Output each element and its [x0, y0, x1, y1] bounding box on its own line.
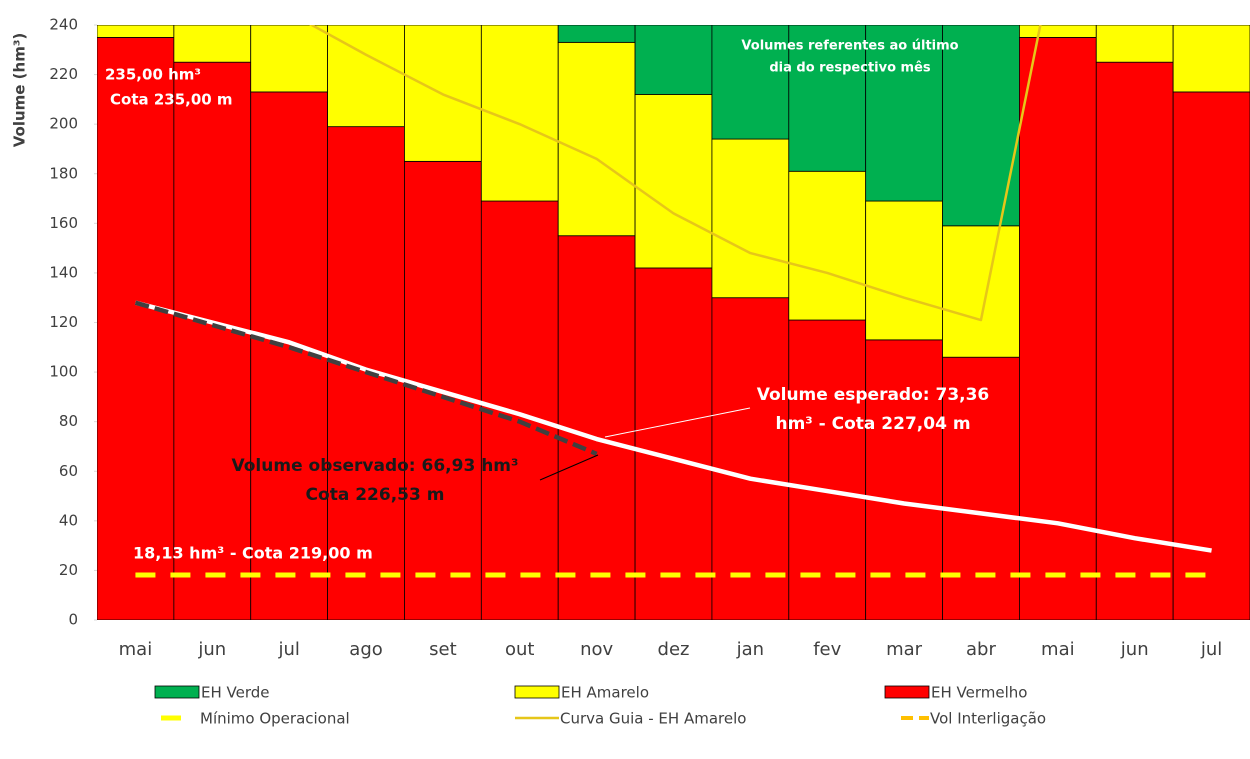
annotation: Volumes referentes ao último — [741, 39, 958, 54]
y-tick-label: 120 — [49, 313, 78, 331]
legend-label: EH Verde — [201, 684, 270, 702]
annotation: hm³ - Cota 227,04 m — [775, 414, 970, 434]
bar-segment — [865, 339, 943, 620]
y-tick-label: 180 — [49, 164, 78, 182]
bar-segment — [711, 138, 790, 299]
x-tick-label: out — [505, 639, 534, 660]
x-tick-label: mai — [119, 639, 153, 660]
x-tick-label: dez — [658, 639, 690, 660]
bar-segment — [1095, 61, 1174, 620]
line-series — [309, 25, 1042, 322]
bar-segment — [1172, 91, 1250, 620]
y-tick-label: 40 — [59, 511, 78, 529]
legend-label: EH Amarelo — [561, 684, 649, 702]
bar-segment — [250, 25, 329, 93]
x-tick-label: nov — [580, 639, 613, 660]
leader-line — [604, 407, 751, 438]
y-tick-label: 240 — [49, 16, 78, 34]
bar-segment — [557, 25, 636, 43]
y-tick-label: 140 — [49, 263, 78, 281]
bar-segment — [173, 25, 252, 63]
x-tick-label: mai — [1041, 639, 1075, 660]
bar-segment — [1019, 25, 1097, 38]
bar-segment — [1172, 25, 1250, 93]
y-tick-label: 200 — [49, 115, 78, 133]
bar-segment — [1095, 25, 1174, 63]
bar-segment — [711, 297, 790, 620]
legend-label: Mínimo Operacional — [200, 710, 350, 728]
x-tick-label: jun — [197, 639, 226, 660]
annotation: Volume esperado: 73,36 — [757, 385, 990, 405]
x-tick-label: ago — [349, 639, 382, 660]
bar-segment — [865, 25, 943, 202]
y-tick-label: 60 — [59, 462, 78, 480]
x-tick-label: jun — [1120, 639, 1149, 660]
bar-segment — [557, 235, 636, 620]
annotation: 235,00 hm³ — [105, 66, 201, 84]
bar-segment — [942, 225, 1020, 358]
bar-segment — [1019, 36, 1097, 620]
legend-label: Vol Interligação — [930, 710, 1046, 728]
bar-segment — [480, 200, 559, 620]
bar-segment — [788, 25, 867, 172]
y-axis-label: Volume (hm³) — [11, 33, 29, 148]
bar-segment — [634, 267, 713, 620]
bar-segment — [634, 94, 713, 269]
line-series — [134, 300, 598, 456]
annotation: 18,13 hm³ - Cota 219,00 m — [133, 544, 373, 563]
x-tick-label: jan — [736, 639, 764, 660]
y-tick-label: 80 — [59, 412, 78, 430]
bar-segment — [97, 25, 175, 38]
y-tick-label: 220 — [49, 65, 78, 83]
bar-segment — [173, 61, 252, 620]
y-tick-label: 100 — [49, 363, 78, 381]
bar-segment — [557, 41, 636, 237]
bar-segment — [942, 25, 1020, 227]
leader-line — [539, 454, 599, 481]
annotation: Volume observado: 66,93 hm³ — [232, 456, 519, 476]
x-tick-label: jul — [1200, 639, 1222, 660]
bar-segment — [788, 170, 867, 321]
legend-swatch — [514, 685, 560, 699]
x-tick-label: jul — [277, 639, 299, 660]
plot-area — [97, 25, 1250, 620]
legend-label: EH Vermelho — [931, 684, 1027, 702]
y-tick-label: 160 — [49, 214, 78, 232]
bar-segment — [865, 200, 943, 341]
x-tick-label: fev — [813, 639, 841, 660]
y-tick-label: 0 — [68, 611, 78, 629]
bar-segment — [97, 36, 175, 620]
annotation: Cota 235,00 m — [110, 91, 233, 109]
bar-segment — [634, 25, 713, 95]
annotation: Cota 226,53 m — [306, 485, 445, 505]
legend-label: Curva Guia - EH Amarelo — [560, 710, 746, 728]
x-tick-label: set — [429, 639, 457, 660]
x-tick-label: mar — [886, 639, 923, 660]
line-series — [134, 300, 1212, 553]
y-tick-label: 20 — [59, 561, 78, 579]
x-tick-label: abr — [966, 639, 996, 660]
annotation: dia do respectivo mês — [769, 61, 931, 76]
legend-swatch — [884, 685, 930, 699]
legend-swatch — [154, 685, 200, 699]
